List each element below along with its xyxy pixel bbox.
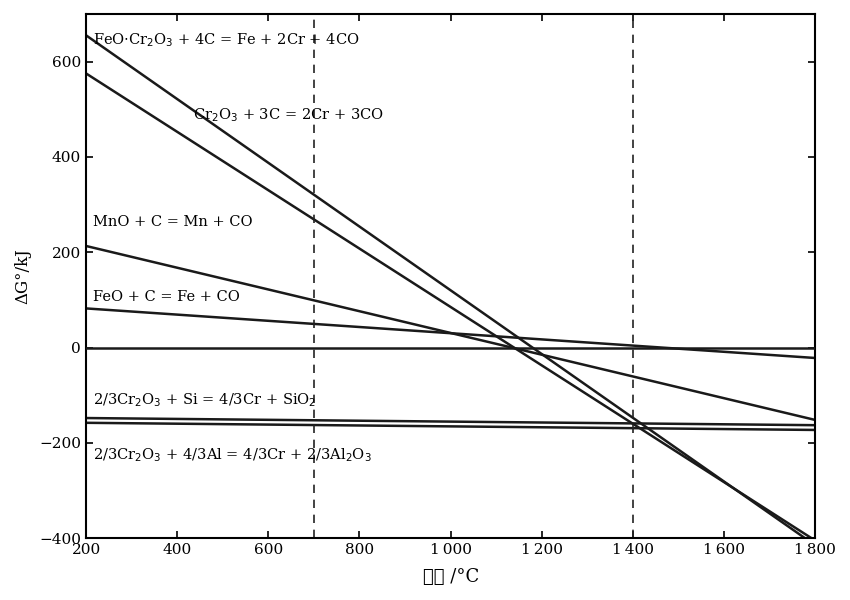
Y-axis label: ΔG°/kJ: ΔG°/kJ <box>14 248 31 304</box>
Text: FeO + C = Fe + CO: FeO + C = Fe + CO <box>93 290 240 304</box>
Text: Cr$_2$O$_3$ + 3C = 2Cr + 3CO: Cr$_2$O$_3$ + 3C = 2Cr + 3CO <box>193 106 384 124</box>
Text: MnO + C = Mn + CO: MnO + C = Mn + CO <box>93 215 252 229</box>
Text: FeO$\cdot$Cr$_2$O$_3$ + 4C = Fe + 2Cr + 4CO: FeO$\cdot$Cr$_2$O$_3$ + 4C = Fe + 2Cr + … <box>93 31 360 49</box>
Text: 2/3Cr$_2$O$_3$ + Si = 4/3Cr + SiO$_2$: 2/3Cr$_2$O$_3$ + Si = 4/3Cr + SiO$_2$ <box>93 391 316 409</box>
Text: 2/3Cr$_2$O$_3$ + 4/3Al = 4/3Cr + 2/3Al$_2$O$_3$: 2/3Cr$_2$O$_3$ + 4/3Al = 4/3Cr + 2/3Al$_… <box>93 446 371 464</box>
X-axis label: 温度 /°C: 温度 /°C <box>422 568 479 586</box>
